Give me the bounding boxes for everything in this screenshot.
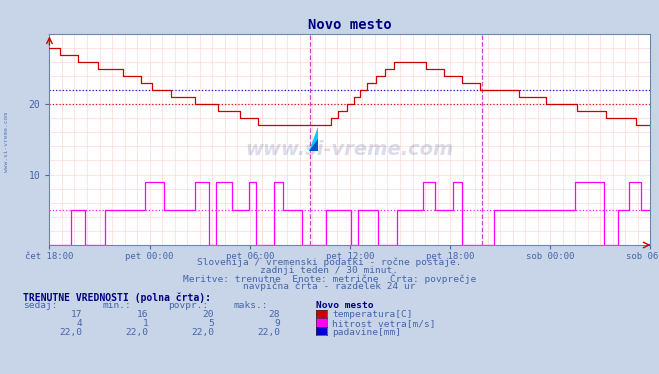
Text: maks.:: maks.: — [234, 301, 268, 310]
Text: 16: 16 — [137, 310, 148, 319]
Text: 1: 1 — [142, 319, 148, 328]
Text: 17: 17 — [71, 310, 82, 319]
Text: 22,0: 22,0 — [59, 328, 82, 337]
Text: 22,0: 22,0 — [257, 328, 280, 337]
Text: hitrost vetra[m/s]: hitrost vetra[m/s] — [332, 319, 436, 328]
Text: min.:: min.: — [102, 301, 131, 310]
Text: www.si-vreme.com: www.si-vreme.com — [4, 112, 9, 172]
Text: zadnji teden / 30 minut.: zadnji teden / 30 minut. — [260, 266, 399, 275]
Text: sedaj:: sedaj: — [23, 301, 57, 310]
Polygon shape — [309, 127, 318, 151]
Text: 5: 5 — [208, 319, 214, 328]
Text: temperatura[C]: temperatura[C] — [332, 310, 413, 319]
Text: 28: 28 — [269, 310, 280, 319]
Text: 22,0: 22,0 — [191, 328, 214, 337]
Text: 22,0: 22,0 — [125, 328, 148, 337]
Text: TRENUTNE VREDNOSTI (polna črta):: TRENUTNE VREDNOSTI (polna črta): — [23, 292, 211, 303]
Text: Novo mesto: Novo mesto — [316, 301, 374, 310]
Text: 9: 9 — [274, 319, 280, 328]
Text: padavine[mm]: padavine[mm] — [332, 328, 401, 337]
Text: 4: 4 — [76, 319, 82, 328]
Text: povpr.:: povpr.: — [168, 301, 208, 310]
Text: Meritve: trenutne  Enote: metrične  Črta: povprečje: Meritve: trenutne Enote: metrične Črta: … — [183, 274, 476, 284]
Polygon shape — [309, 140, 318, 151]
Text: www.si-vreme.com: www.si-vreme.com — [246, 140, 454, 159]
Text: navpična črta - razdelek 24 ur: navpična črta - razdelek 24 ur — [243, 281, 416, 291]
Text: Slovenija / vremenski podatki - ročne postaje.: Slovenija / vremenski podatki - ročne po… — [197, 257, 462, 267]
Text: 20: 20 — [203, 310, 214, 319]
Title: Novo mesto: Novo mesto — [308, 18, 392, 33]
